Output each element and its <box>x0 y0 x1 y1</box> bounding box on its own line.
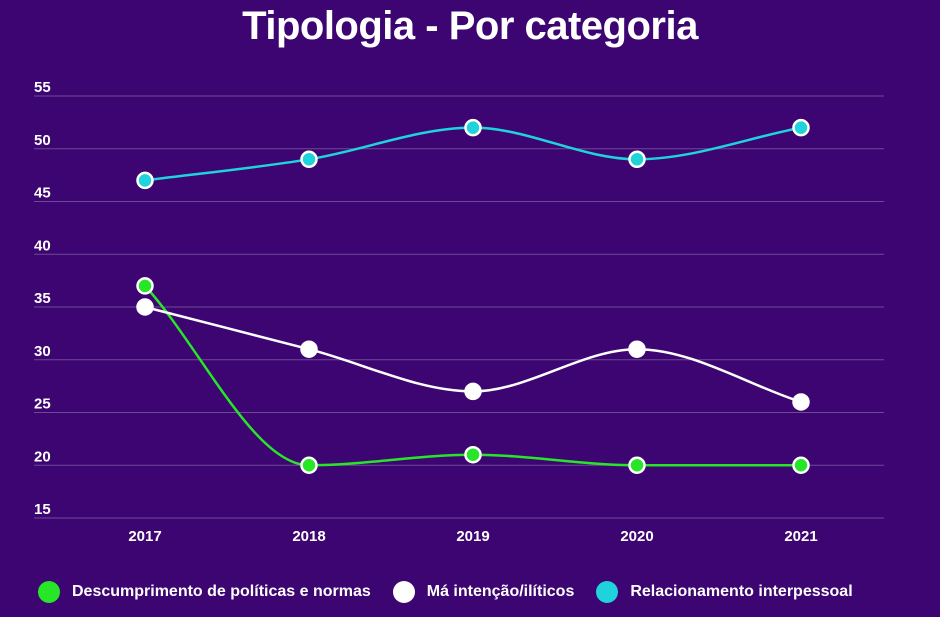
data-point[interactable] <box>792 456 810 474</box>
y-tick-label: 15 <box>34 501 51 518</box>
legend: Descumprimento de políticas e normas Má i… <box>38 581 875 603</box>
data-point[interactable] <box>300 456 318 474</box>
y-tick-label: 45 <box>34 185 51 202</box>
y-tick-label: 35 <box>34 290 51 307</box>
x-tick-label: 2018 <box>292 528 325 545</box>
legend-label: Relacionamento interpessoal <box>630 583 853 600</box>
y-tick-label: 25 <box>34 396 51 413</box>
series-points <box>136 118 810 474</box>
data-point[interactable] <box>464 382 482 401</box>
x-axis: 2017 2018 2019 2020 2021 <box>128 528 817 545</box>
y-tick-label: 50 <box>34 132 51 149</box>
y-tick-label: 30 <box>34 343 51 360</box>
y-tick-label: 20 <box>34 448 51 465</box>
legend-item[interactable]: Descumprimento de políticas e normas <box>38 581 371 603</box>
legend-label: Descumprimento de políticas e normas <box>72 583 371 600</box>
y-tick-label: 55 <box>34 79 51 96</box>
data-point[interactable] <box>464 118 482 137</box>
chart-title: Tipologia - Por categoria <box>242 4 698 48</box>
x-tick-label: 2021 <box>784 528 817 545</box>
legend-marker <box>596 581 619 603</box>
x-tick-label: 2017 <box>128 528 161 545</box>
data-point[interactable] <box>628 456 646 474</box>
legend-item[interactable]: Relacionamento interpessoal <box>596 581 853 603</box>
data-point[interactable] <box>136 298 154 316</box>
x-tick-label: 2019 <box>456 528 489 545</box>
y-axis: 15 20 25 30 35 40 45 50 55 <box>34 79 51 518</box>
data-point[interactable] <box>628 150 646 169</box>
legend-label: Má intenção/ilíticos <box>426 583 575 600</box>
grid-lines <box>34 95 884 519</box>
legend-item[interactable]: Má intenção/ilíticos <box>392 581 575 603</box>
data-point[interactable] <box>136 277 154 295</box>
data-point[interactable] <box>464 445 482 464</box>
data-point[interactable] <box>628 340 646 358</box>
data-point[interactable] <box>300 150 318 169</box>
legend-marker <box>392 581 415 603</box>
data-point[interactable] <box>300 340 318 358</box>
series-line-0 <box>144 285 801 467</box>
x-tick-label: 2020 <box>620 528 653 545</box>
data-point[interactable] <box>136 171 154 190</box>
series-lines <box>144 126 802 467</box>
data-point[interactable] <box>792 118 810 137</box>
legend-marker <box>38 581 60 603</box>
data-point[interactable] <box>792 393 810 411</box>
y-tick-label: 40 <box>34 237 51 254</box>
